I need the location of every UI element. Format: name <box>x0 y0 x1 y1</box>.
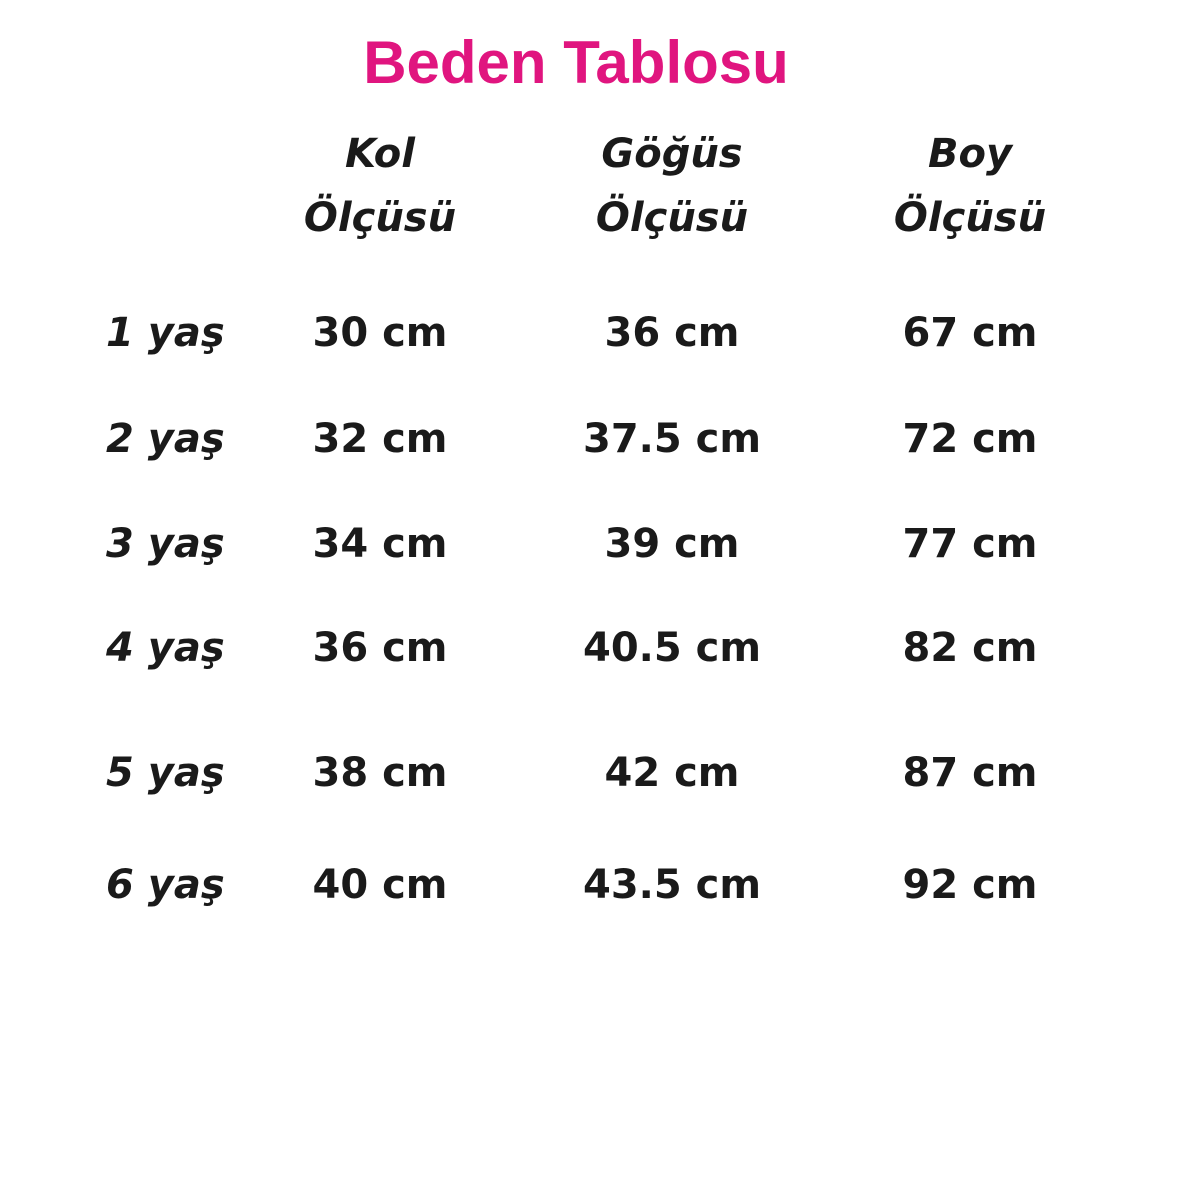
column-header-boy: Boy Ölçüsü <box>840 122 1100 250</box>
column-header-text: Göğüs <box>601 131 743 177</box>
cell-gogus: 42 cm <box>604 750 740 796</box>
column-header-gogus: Göğüs Ölçüsü <box>542 122 802 250</box>
cell-kol: 32 cm <box>312 416 448 462</box>
cell-gogus: 40.5 cm <box>582 625 761 671</box>
column-header-text: Ölçüsü <box>595 195 749 241</box>
cell-kol: 36 cm <box>312 625 448 671</box>
page-title: Beden Tablosu <box>363 29 789 96</box>
column-header-text: Boy <box>927 131 1013 177</box>
row-label: 6 yaş <box>106 862 225 908</box>
row-label: 1 yaş <box>106 310 225 356</box>
cell-boy: 92 cm <box>902 862 1038 908</box>
column-header-kol: Kol Ölçüsü <box>250 122 510 250</box>
cell-boy: 67 cm <box>902 310 1038 356</box>
column-header-text: Ölçüsü <box>893 195 1047 241</box>
cell-gogus: 39 cm <box>604 521 740 567</box>
cell-kol: 38 cm <box>312 750 448 796</box>
column-header-text: Ölçüsü <box>303 195 457 241</box>
cell-boy: 77 cm <box>902 521 1038 567</box>
cell-boy: 72 cm <box>902 416 1038 462</box>
cell-gogus: 43.5 cm <box>582 862 761 908</box>
cell-boy: 87 cm <box>902 750 1038 796</box>
row-label: 5 yaş <box>106 750 225 796</box>
row-label: 4 yaş <box>106 625 225 671</box>
column-header-text: Kol <box>345 131 415 177</box>
cell-kol: 34 cm <box>312 521 448 567</box>
row-label: 2 yaş <box>106 416 225 462</box>
cell-boy: 82 cm <box>902 625 1038 671</box>
cell-gogus: 36 cm <box>604 310 740 356</box>
cell-gogus: 37.5 cm <box>582 416 761 462</box>
cell-kol: 30 cm <box>312 310 448 356</box>
row-label: 3 yaş <box>106 521 225 567</box>
cell-kol: 40 cm <box>312 862 448 908</box>
